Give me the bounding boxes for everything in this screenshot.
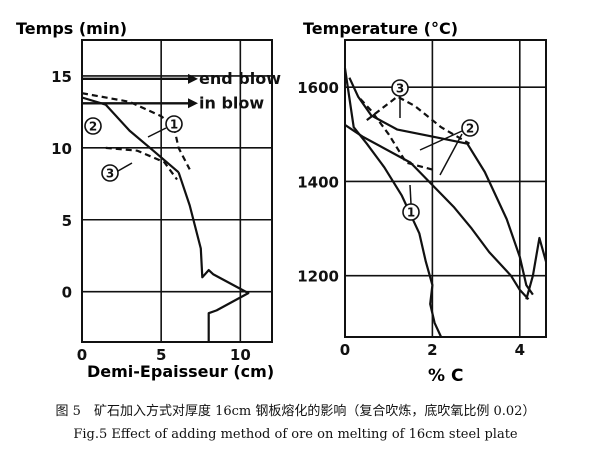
right-y-tick-label: 1200 bbox=[297, 268, 339, 286]
left-series-melt-line bbox=[177, 171, 250, 342]
right-series-1-line bbox=[343, 68, 443, 338]
left-y-axis-title: Temps (min) bbox=[16, 19, 127, 38]
left-plot-frame bbox=[81, 39, 273, 343]
right-x-tick-label: 4 bbox=[515, 341, 525, 359]
left-annotations: 1 2 3 bbox=[84, 115, 183, 182]
right-y-axis-title: Temperature (°C) bbox=[303, 19, 458, 38]
figure-canvas: Temps (min) Demi-Epaisseur (cm) 0 5 100510… bbox=[16, 19, 548, 386]
left-series-3-line bbox=[105, 146, 178, 181]
left-series bbox=[81, 92, 250, 342]
right-annotation-1-text: 1 bbox=[407, 206, 415, 220]
right-x-axis-title: % C bbox=[428, 366, 463, 386]
left-x-tick-label: 5 bbox=[156, 346, 166, 364]
figure-caption-chinese: 图 5 矿石加入方式对厚度 16cm 钢板熔化的影响（复合吹炼，底吹氧比例 0.… bbox=[55, 404, 536, 419]
right-annotation-3-text: 3 bbox=[396, 82, 404, 96]
left-chart: Temps (min) Demi-Epaisseur (cm) 0 5 10 0 5 10… bbox=[16, 19, 281, 381]
right-grid bbox=[344, 39, 547, 338]
left-annotation-3-circle bbox=[101, 164, 119, 182]
arrow-head-1 bbox=[188, 98, 198, 109]
left-annotation-1-text: 1 bbox=[170, 118, 178, 132]
right-series-2-line bbox=[344, 123, 530, 301]
left-annotation-2-text: 2 bbox=[89, 120, 97, 134]
left-leader-1 bbox=[147, 127, 167, 138]
left-x-tick-label: 0 bbox=[77, 346, 87, 364]
left-arrows: end blow in blow bbox=[82, 69, 281, 112]
left-x-tick-label: 10 bbox=[230, 346, 251, 364]
arrow-head-0 bbox=[188, 73, 198, 84]
right-annotation-2-circle bbox=[461, 119, 479, 137]
right-plot-frame bbox=[344, 39, 547, 338]
right-y-tick-label: 1400 bbox=[297, 173, 339, 191]
left-y-tick-label: 10 bbox=[51, 140, 72, 158]
right-x-tick-label: 2 bbox=[427, 341, 437, 359]
left-y-tick-label: 0 bbox=[62, 284, 72, 302]
left-grid bbox=[81, 39, 273, 343]
left-annotation-2-circle bbox=[84, 117, 102, 135]
left-annotation-3-text: 3 bbox=[106, 167, 114, 181]
right-leader-1 bbox=[409, 184, 412, 205]
right-chart: Temperature (°C) % C 0 2 4 1200 1400 1600 3 2 1 bbox=[297, 19, 548, 386]
left-x-axis-title: Demi-Epaisseur (cm) bbox=[87, 362, 274, 381]
right-annotations: 3 2 1 bbox=[391, 79, 479, 221]
arrow-label-1: in blow bbox=[199, 93, 264, 112]
left-ticks: 0 5 10 0 5 10 15 bbox=[51, 68, 251, 364]
right-leader-2b bbox=[439, 133, 463, 176]
right-y-tick-label: 1600 bbox=[297, 79, 339, 97]
figure-caption-english: Fig.5 Effect of adding method of ore on … bbox=[73, 427, 518, 442]
left-y-tick-label: 15 bbox=[51, 68, 72, 86]
left-annotation-1-circle bbox=[165, 115, 183, 133]
right-series bbox=[343, 68, 548, 338]
right-series-1-dashed-line bbox=[359, 98, 433, 171]
right-ticks: 0 2 4 1200 1400 1600 bbox=[297, 79, 525, 359]
right-annotation-2-text: 2 bbox=[466, 122, 474, 136]
right-x-tick-label: 0 bbox=[340, 341, 350, 359]
right-series-3-line bbox=[348, 77, 534, 296]
left-leader-3 bbox=[117, 162, 133, 172]
right-series-3-dashed-line bbox=[366, 95, 471, 145]
right-series-tail-line bbox=[525, 236, 548, 300]
arrow-label-0: end blow bbox=[199, 69, 281, 88]
right-leader-2a bbox=[419, 130, 463, 151]
left-y-tick-label: 5 bbox=[62, 212, 72, 230]
